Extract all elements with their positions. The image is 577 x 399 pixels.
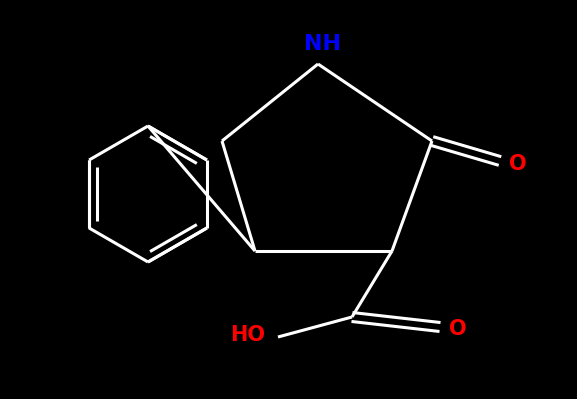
Text: NH: NH <box>305 34 342 54</box>
Text: HO: HO <box>230 325 265 345</box>
Text: O: O <box>449 319 467 339</box>
Text: O: O <box>509 154 527 174</box>
